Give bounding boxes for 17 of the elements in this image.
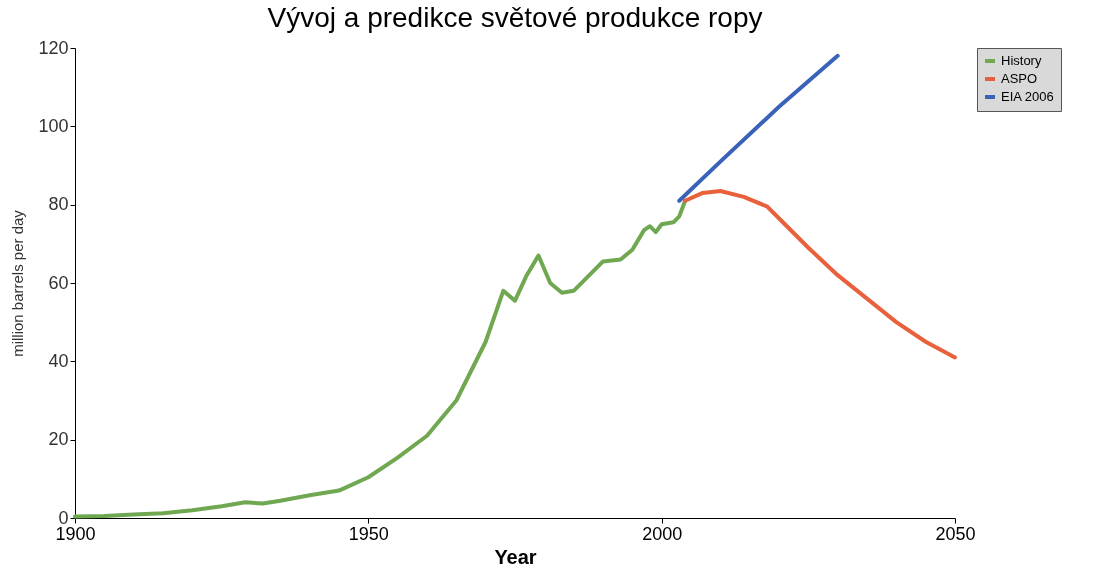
line-series (677, 53, 840, 203)
y-tick-label: 20 (48, 429, 69, 450)
legend-label: History (1001, 53, 1042, 68)
y-tick-label: 120 (38, 37, 69, 58)
chart-title: Vývoj a predikce světové produkce ropy (267, 2, 763, 33)
y-tick-label: 60 (48, 272, 69, 293)
y-tick-label: 40 (48, 350, 69, 371)
x-tick-label: 1950 (348, 523, 389, 544)
x-axis-title: Year (494, 545, 537, 568)
x-tick-label: 2000 (642, 523, 683, 544)
x-tick-label: 2050 (935, 523, 976, 544)
legend-label: ASPO (1001, 71, 1038, 86)
y-tick-label: 100 (38, 115, 69, 136)
y-axis-title: million barrels per day (9, 209, 27, 357)
legend-label: EIA 2006 (1001, 89, 1054, 104)
y-tick-label: 80 (48, 194, 69, 215)
line-series (683, 188, 957, 360)
